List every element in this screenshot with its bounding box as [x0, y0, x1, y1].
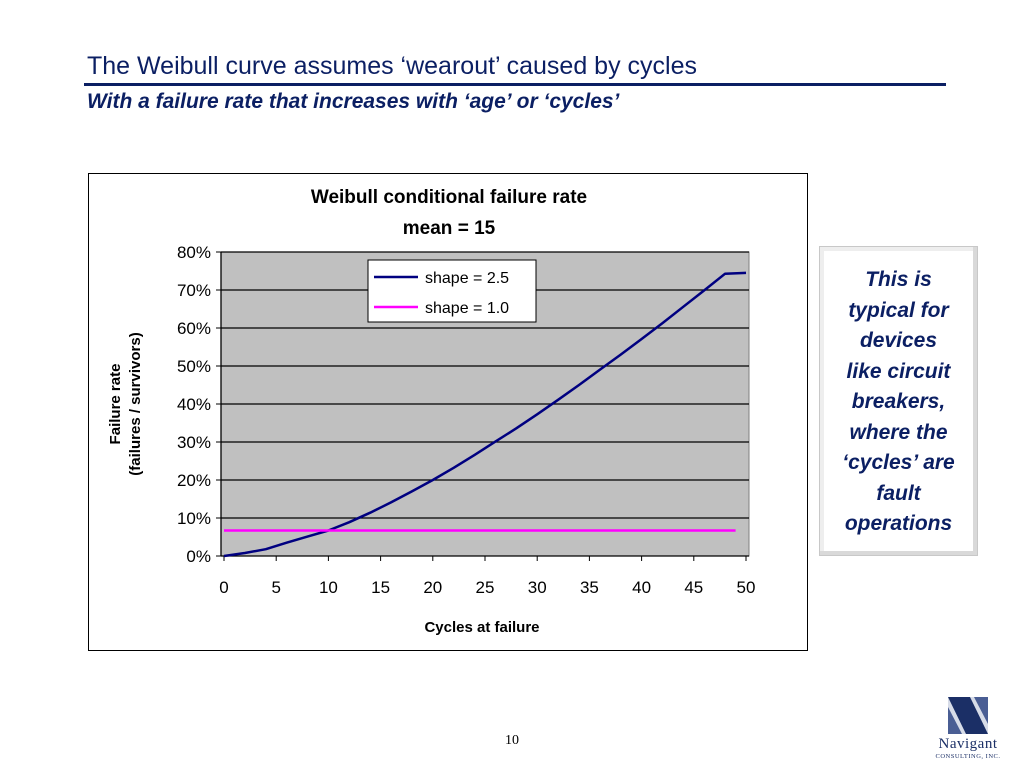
x-tick-label: 15 — [371, 578, 390, 597]
x-tick-label: 20 — [423, 578, 442, 597]
y-axis-label-units: (failures / survivors) — [127, 332, 144, 475]
chart-subtitle: mean = 15 — [403, 218, 496, 239]
x-tick-label: 30 — [528, 578, 547, 597]
y-tick-label: 10% — [177, 509, 211, 528]
callout-line: devices — [859, 329, 938, 352]
y-tick-label: 0% — [186, 547, 211, 566]
callout-line: where the — [849, 420, 948, 444]
y-tick-label: 80% — [177, 243, 211, 262]
chart-legend: shape = 2.5 shape = 1.0 — [367, 259, 537, 323]
slide-subtitle: With a failure rate that increases with … — [87, 90, 620, 113]
legend-box — [367, 259, 537, 323]
logo-name: Navigant — [938, 736, 998, 752]
y-tick-label: 30% — [177, 433, 211, 452]
callout-line: operations — [844, 512, 953, 535]
x-tick-label: 0 — [219, 578, 228, 597]
callout-box: This is typical for devices like circuit bre… — [819, 246, 978, 556]
navigant-logo: Navigant CONSULTING, INC. — [918, 695, 1018, 765]
callout-line: like circuit — [846, 359, 951, 383]
legend-label: shape = 1.0 — [425, 300, 509, 317]
chart-frame: Weibull conditional failure rate mean = … — [88, 173, 808, 651]
callout-line: fault — [876, 481, 921, 505]
weibull-chart: Weibull conditional failure rate mean = … — [107, 187, 756, 636]
y-tick-label: 60% — [177, 319, 211, 338]
x-tick-label: 40 — [632, 578, 651, 597]
chart-title: Weibull conditional failure rate — [311, 187, 587, 208]
callout-line: This is — [865, 268, 932, 291]
x-tick-label: 45 — [684, 578, 703, 597]
y-tick-label: 50% — [177, 357, 211, 376]
y-axis-label: Failure rate — [107, 364, 124, 445]
x-axis-label: Cycles at failure — [424, 619, 539, 636]
page-number: 10 — [505, 733, 519, 748]
slide-title: The Weibull curve assumes ‘wearout’ caus… — [87, 52, 697, 80]
y-tick-label: 70% — [177, 281, 211, 300]
legend-label: shape = 2.5 — [425, 270, 509, 287]
callout-line: breakers, — [851, 390, 946, 413]
callout-line: typical for — [848, 298, 949, 322]
logo-mark-icon — [948, 697, 988, 734]
title-divider — [84, 83, 946, 86]
logo-tagline: CONSULTING, INC. — [935, 753, 1001, 760]
x-tick-label: 5 — [271, 578, 280, 597]
y-tick-label: 40% — [177, 395, 211, 414]
y-tick-label: 20% — [177, 471, 211, 490]
callout-text: This is typical for devices like circuit bre… — [828, 265, 969, 540]
x-tick-label: 50 — [737, 578, 756, 597]
series-line-shape-2-5 — [223, 271, 747, 558]
x-tick-label: 25 — [476, 578, 495, 597]
x-tick-label: 10 — [319, 578, 338, 597]
callout-line: ‘cycles’ are — [842, 451, 955, 474]
x-tick-label: 35 — [580, 578, 599, 597]
